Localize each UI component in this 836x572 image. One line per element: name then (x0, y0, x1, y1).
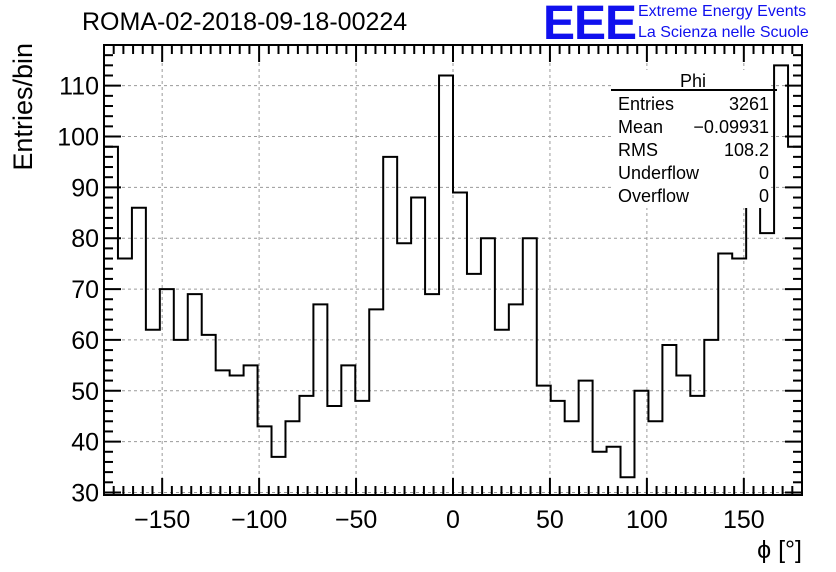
stats-row-value: 3261 (729, 94, 769, 114)
histogram-bin (760, 233, 774, 495)
eee-logo: EEE (543, 0, 637, 50)
stats-row-value: 108.2 (724, 140, 769, 160)
histogram-bin (467, 274, 481, 495)
y-tick-label: 110 (59, 73, 99, 101)
histogram-bin (383, 157, 397, 495)
stats-row-label: Overflow (618, 186, 690, 206)
histogram-bin (690, 396, 704, 495)
stats-row-value: −0.09931 (693, 117, 769, 137)
histogram-bin (579, 381, 593, 495)
y-tick-label: 80 (71, 225, 99, 253)
histogram-bin (523, 238, 537, 495)
histogram-bin (537, 386, 551, 495)
histogram-bin (355, 401, 369, 495)
histogram-bin (565, 421, 579, 495)
histogram-bin (718, 253, 732, 495)
histogram-bin (104, 147, 118, 495)
axis-ticks (104, 44, 802, 495)
histogram-bin (495, 330, 509, 495)
histogram-bin (662, 345, 676, 495)
histogram-bin (285, 421, 299, 495)
histogram-bin (481, 238, 495, 495)
x-tick-label: 0 (446, 506, 460, 534)
stats-row-value: 0 (759, 186, 769, 206)
y-tick-label: 60 (71, 327, 99, 355)
histogram-bin (341, 365, 355, 495)
chart-title: ROMA-02-2018-09-18-00224 (82, 8, 408, 36)
histogram-bin (146, 330, 160, 495)
histogram-bin (774, 65, 788, 495)
logo-subtitle-1: Extreme Energy Events (638, 3, 807, 20)
y-tick-label: 70 (71, 276, 99, 304)
histogram-bin (244, 365, 258, 495)
stats-box-title: Phi (680, 71, 706, 91)
stats-row-label: Mean (618, 117, 663, 137)
stats-box-rows: Entries 3261 Mean −0.09931 RMS 108.2 Underflow… (618, 94, 769, 206)
y-tick-label: 40 (71, 429, 99, 457)
histogram-bin (593, 452, 607, 495)
histogram-bin (132, 208, 146, 495)
histogram-bin (313, 304, 327, 495)
histogram-bin (439, 76, 453, 495)
stats-box: Phi Entries 3261 Mean −0.09931 RMS 108.2 Under… (611, 70, 777, 208)
x-tick-label: −150 (134, 506, 190, 534)
histogram-bin (216, 370, 230, 495)
histogram-bin (453, 192, 467, 495)
axis-labels: −150 −100 −50 0 50 100 150 30 40 50 60 70 80 90 100 110 (57, 73, 764, 534)
y-tick-label: 100 (57, 124, 99, 152)
histogram-bin (704, 340, 718, 495)
histogram-bin (202, 335, 216, 495)
histogram-bin (788, 147, 802, 495)
histogram-bin (230, 376, 244, 495)
histogram-bin (425, 294, 439, 495)
stats-row-label: RMS (618, 140, 658, 160)
histogram-bin (397, 243, 411, 495)
histogram-bin (369, 309, 383, 495)
histogram-bin (551, 401, 565, 495)
stats-box-background (611, 70, 771, 208)
y-tick-label: 50 (71, 378, 99, 406)
histogram-bin (174, 340, 188, 495)
x-tick-label: 100 (626, 506, 668, 534)
histogram-bins (103, 64, 803, 495)
x-tick-label: −50 (335, 506, 377, 534)
histogram-bin (509, 304, 523, 495)
y-tick-label: 90 (71, 174, 99, 202)
x-tick-label: −100 (231, 506, 287, 534)
y-axis-label: Entries/bin (8, 43, 38, 171)
histogram-bin (160, 289, 174, 495)
histogram-bin (676, 376, 690, 495)
x-tick-label: 50 (536, 506, 564, 534)
histogram-outline (103, 64, 803, 495)
histogram-bin (188, 294, 202, 495)
histogram-bin (411, 198, 425, 495)
stats-row-value: 0 (759, 163, 769, 183)
x-axis-label: ϕ [°] (757, 536, 802, 564)
histogram-bin (648, 421, 662, 495)
stats-row-label: Entries (618, 94, 674, 114)
x-tick-label: 150 (723, 506, 765, 534)
histogram-bin (327, 406, 341, 495)
histogram-bin (118, 259, 132, 495)
histogram-bin (299, 396, 313, 495)
y-tick-label: 30 (71, 479, 99, 507)
logo-subtitle-2: La Scienza nelle Scuole (638, 24, 809, 41)
histogram-bin (732, 259, 746, 495)
stats-row-label: Underflow (618, 163, 700, 183)
